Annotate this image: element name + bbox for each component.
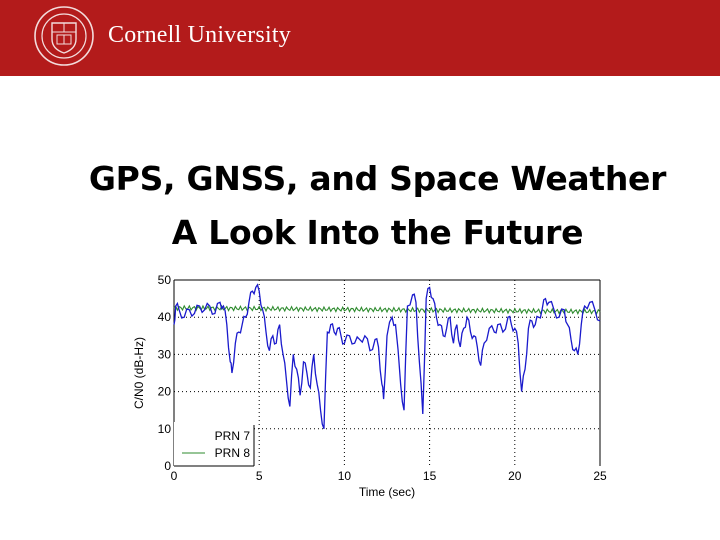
grid-lines xyxy=(174,280,600,466)
chart-legend: PRN 7 PRN 8 xyxy=(174,422,255,467)
y-axis-label: C/N0 (dB-Hz) xyxy=(132,337,146,409)
svg-text:30: 30 xyxy=(158,347,172,361)
svg-text:25: 25 xyxy=(593,469,607,483)
header-banner: Cornell University xyxy=(0,0,720,76)
title-line-1: GPS, GNSS, and Space Weather xyxy=(88,159,667,198)
svg-text:0: 0 xyxy=(171,469,178,483)
slide-title: GPS, GNSS, and Space Weather A Look Into… xyxy=(0,152,720,260)
svg-text:40: 40 xyxy=(158,310,172,324)
svg-text:10: 10 xyxy=(158,422,172,436)
svg-text:PRN 8: PRN 8 xyxy=(215,446,251,460)
svg-text:20: 20 xyxy=(158,385,172,399)
title-line-2: A Look Into the Future xyxy=(171,213,584,252)
tick-labels: 0 5 10 15 20 25 0 10 20 30 40 50 xyxy=(158,273,607,483)
svg-text:50: 50 xyxy=(158,273,172,287)
cornell-seal-icon xyxy=(34,6,94,66)
svg-text:PRN 7: PRN 7 xyxy=(215,429,251,443)
svg-text:10: 10 xyxy=(338,469,352,483)
data-series xyxy=(173,283,601,430)
svg-text:20: 20 xyxy=(508,469,522,483)
brand-name: Cornell University xyxy=(108,22,291,48)
x-axis-label: Time (sec) xyxy=(359,485,415,499)
svg-text:0: 0 xyxy=(164,459,171,473)
svg-text:15: 15 xyxy=(423,469,437,483)
svg-text:5: 5 xyxy=(256,469,263,483)
cn0-chart: 0 5 10 15 20 25 0 10 20 30 40 50 PRN 7 PRN 8 Time (s… xyxy=(132,273,607,499)
